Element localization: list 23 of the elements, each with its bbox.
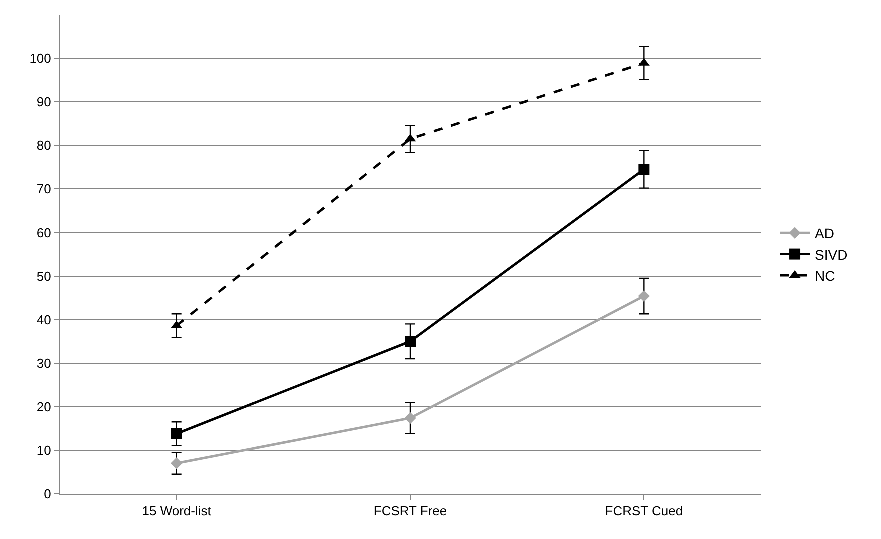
y-tick-label: 100 bbox=[30, 51, 52, 66]
legend-label: NC bbox=[815, 268, 836, 284]
point bbox=[171, 428, 182, 440]
y-tick-label: 40 bbox=[36, 312, 52, 328]
y-tick-label: 30 bbox=[36, 356, 52, 371]
x-tick-label: FCSRT Free bbox=[374, 504, 448, 519]
y-tick-label: 50 bbox=[36, 268, 52, 284]
x-tick-label: FCRST Cued bbox=[605, 504, 684, 519]
y-tick-label: 80 bbox=[36, 138, 52, 154]
legend-label: SIVD bbox=[815, 246, 848, 263]
y-tick-label: 0 bbox=[44, 486, 52, 502]
point bbox=[170, 458, 183, 470]
y-tick-label: 60 bbox=[36, 225, 52, 240]
point bbox=[638, 164, 650, 176]
y-tick-label: 70 bbox=[36, 182, 52, 197]
y-tick-label: 90 bbox=[36, 94, 52, 110]
x-tick-label: 15 Word-list bbox=[142, 504, 212, 519]
y-tick-label: 10 bbox=[36, 443, 52, 458]
y-tick-label: 20 bbox=[36, 399, 52, 414]
legend-label: AD bbox=[815, 226, 834, 242]
point bbox=[404, 412, 416, 424]
point bbox=[405, 336, 416, 348]
point bbox=[638, 290, 650, 302]
